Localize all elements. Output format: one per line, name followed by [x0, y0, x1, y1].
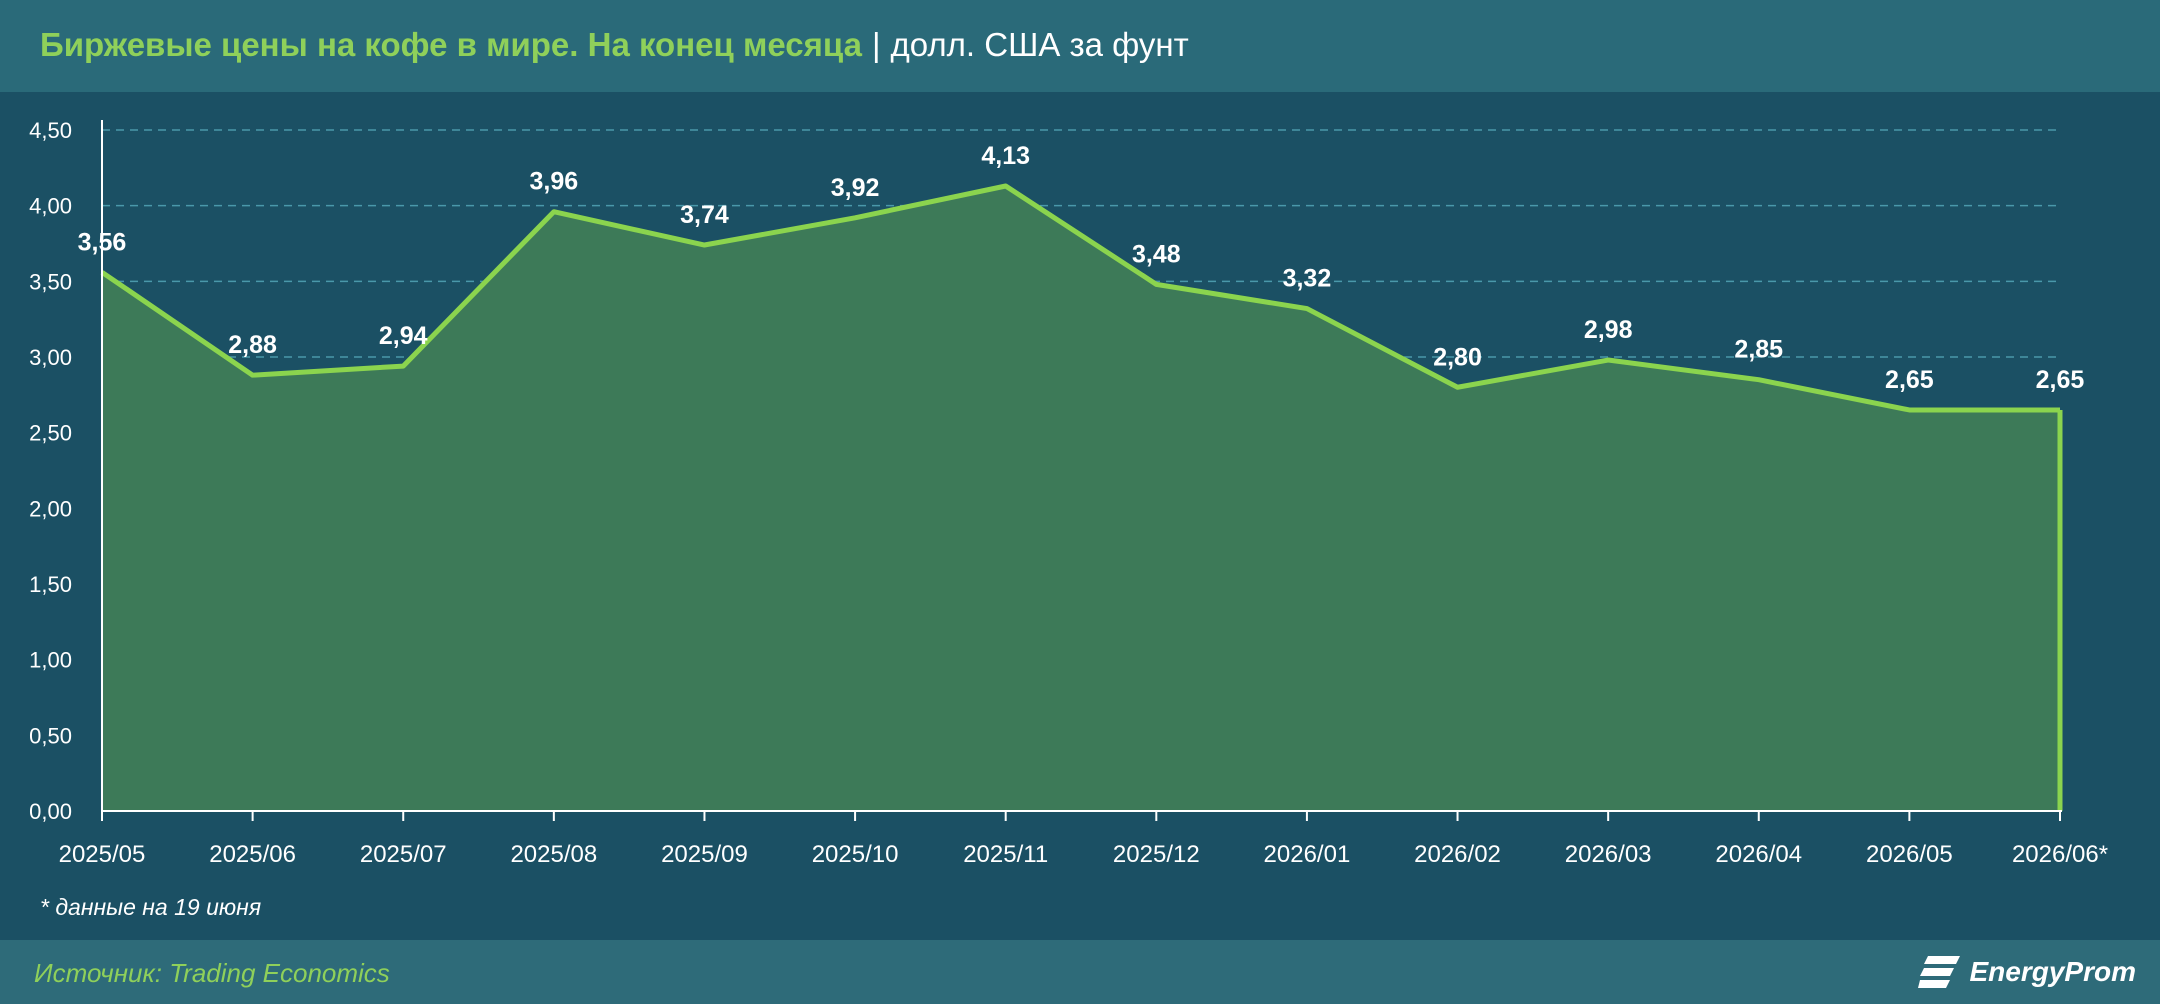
y-tick-label: 3,00 — [29, 345, 72, 370]
y-tick-label: 0,50 — [29, 723, 72, 748]
data-label: 2,88 — [228, 331, 277, 359]
data-label: 2,85 — [1734, 336, 1783, 364]
data-label: 3,32 — [1283, 265, 1332, 293]
area-fill — [102, 185, 2060, 811]
x-tick-label: 2025/08 — [510, 841, 597, 868]
chart-title-line: Биржевые цены на кофе в мире. На конец м… — [40, 26, 1189, 64]
x-tick-label: 2025/12 — [1113, 841, 1200, 868]
data-label: 3,92 — [831, 174, 880, 202]
axes — [101, 120, 2062, 821]
x-tick-label: 2026/04 — [1715, 841, 1802, 868]
coffee-price-chart: 0,00 0,50 1,00 1,50 2,00 2,50 3,00 3,50 4,00 4,50… — [29, 118, 2108, 868]
title-separator: | — [871, 26, 881, 63]
data-label: 2,98 — [1584, 316, 1633, 344]
brand-logo: EnergyProm — [1917, 950, 2137, 994]
x-tick-labels: 2025/05 2025/06 2025/07 2025/08 2025/09 2025/… — [59, 841, 2108, 868]
footer: Источник: Trading Economics EnergyProm — [0, 940, 2160, 1004]
y-tick-label: 2,00 — [29, 496, 72, 521]
data-label: 3,56 — [78, 228, 127, 256]
x-tick-label: 2026/01 — [1264, 841, 1351, 868]
data-label: 3,96 — [530, 168, 579, 196]
data-labels: 3,56 2,88 2,94 3,96 3,74 3,92 4,13 3,48 3,32 2,80… — [78, 142, 2085, 394]
data-label: 3,48 — [1132, 240, 1181, 268]
x-tick-label: 2026/03 — [1565, 841, 1652, 868]
y-tick-label: 1,50 — [29, 572, 72, 597]
data-label: 2,65 — [1885, 366, 1934, 394]
chart-header: Биржевые цены на кофе в мире. На конец м… — [0, 0, 2160, 92]
x-tick-label: 2026/05 — [1866, 841, 1953, 868]
x-tick-label: 2025/07 — [360, 841, 447, 868]
data-label: 2,94 — [379, 322, 428, 350]
data-label: 2,65 — [2036, 366, 2085, 394]
x-tick-label: 2025/09 — [661, 841, 748, 868]
x-tick-label: 2025/10 — [812, 841, 899, 868]
data-label: 3,74 — [680, 201, 729, 229]
footnote: * данные на 19 июня — [40, 894, 262, 920]
source-text: Источник: Trading Economics — [34, 958, 390, 988]
brand-name: EnergyProm — [1969, 956, 2137, 987]
x-tick-label: 2025/06 — [209, 841, 296, 868]
x-tick-label: 2026/02 — [1414, 841, 1501, 868]
area-fill-layer — [100, 183, 2063, 811]
y-tick-label: 0,00 — [29, 799, 72, 824]
y-tick-labels: 0,00 0,50 1,00 1,50 2,00 2,50 3,00 3,50 4,00 4,50 — [29, 118, 72, 824]
y-tick-label: 3,50 — [29, 269, 72, 294]
data-label: 4,13 — [981, 142, 1030, 170]
series-line — [100, 183, 2060, 413]
data-label: 2,80 — [1433, 343, 1482, 371]
chart-title: Биржевые цены на кофе в мире. На конец м… — [40, 26, 862, 63]
y-tick-label: 4,50 — [29, 118, 72, 143]
chart-unit: долл. США за фунт — [890, 26, 1189, 63]
y-tick-label: 2,50 — [29, 421, 72, 446]
x-tick-label: 2025/11 — [963, 841, 1048, 868]
energyprom-logo-icon — [1917, 956, 1960, 988]
x-tick-label: 2026/06* — [2012, 841, 2108, 868]
y-tick-label: 1,00 — [29, 648, 72, 673]
x-tick-label: 2025/05 — [59, 841, 146, 868]
y-tick-label: 4,00 — [29, 194, 72, 219]
